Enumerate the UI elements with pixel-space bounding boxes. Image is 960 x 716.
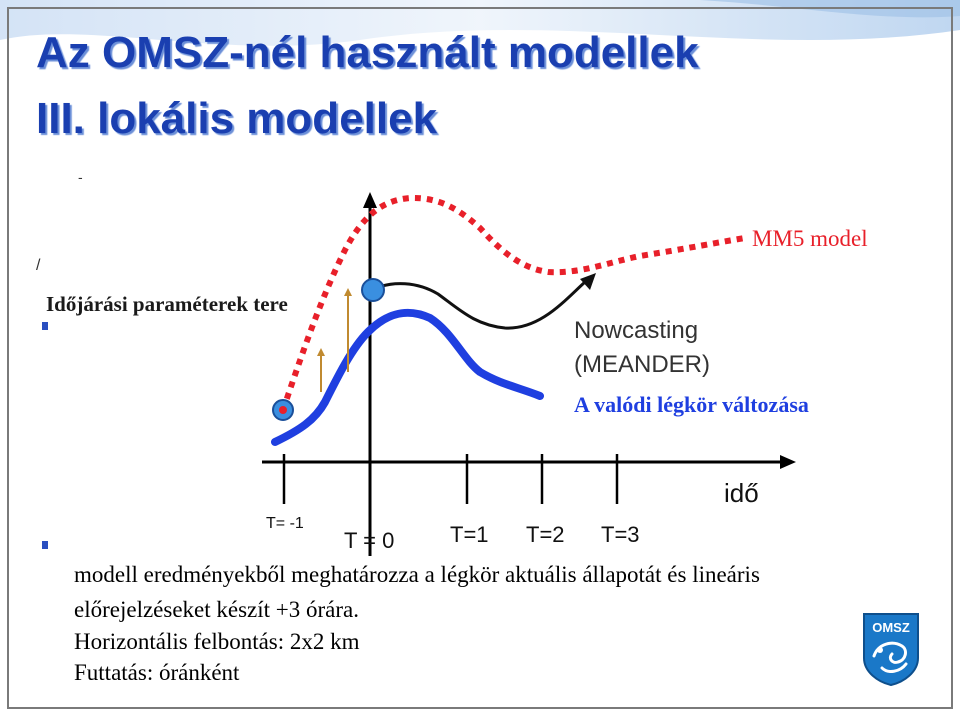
tick-label: T=2 (526, 522, 565, 547)
real-atmosphere-label: A valódi légkör változása (574, 392, 809, 417)
diagram-background (40, 180, 780, 558)
stray-glyph: - (78, 169, 83, 185)
logo-dot (877, 647, 883, 653)
x-axis-label: idő (724, 478, 759, 508)
y-axis-label: Időjárási paraméterek tere (46, 292, 288, 316)
body-text-line-3: Horizontális felbontás: 2x2 km (74, 629, 360, 654)
bullet-mark (42, 541, 48, 549)
nowcasting-curve (371, 280, 587, 330)
body-text-line-4: Futtatás: óránként (74, 660, 240, 685)
body-text-line-2: előrejelzéseket készít +3 órára. (74, 597, 359, 622)
body-text-line-1: modell eredményekből meghatározza a légk… (74, 562, 760, 587)
adjustment-arrowhead (317, 348, 325, 356)
tick-label: T=3 (601, 522, 640, 547)
slide-title-line-2: III. lokális modellek (36, 94, 438, 143)
nowcasting-label: Nowcasting (574, 317, 698, 344)
mm5-label: MM5 model (752, 226, 868, 251)
mm5-model-curve (280, 194, 746, 411)
bullet-mark (42, 322, 48, 330)
tick-label: T = 0 (344, 528, 394, 553)
stray-glyph: / (36, 257, 41, 274)
logo-text: OMSZ (872, 620, 910, 635)
tick-label: T= -1 (266, 515, 304, 532)
slide-title-line-1: Az OMSZ-nél használt modellek (36, 28, 699, 77)
analysis-marker-t-minus-1-core (279, 406, 287, 414)
analysis-marker-t-0 (361, 278, 385, 302)
omsz-logo: OMSZ (863, 613, 919, 686)
time-axis-arrowhead (780, 455, 796, 469)
adjustment-arrowhead (344, 288, 352, 296)
real-atmosphere-curve (271, 308, 544, 446)
logo-swirl (872, 641, 908, 673)
nowcasting-arrowhead (580, 273, 596, 290)
tick-label: T=1 (450, 522, 489, 547)
parameter-axis-arrowhead (363, 192, 377, 208)
meander-label: (MEANDER) (574, 351, 710, 378)
